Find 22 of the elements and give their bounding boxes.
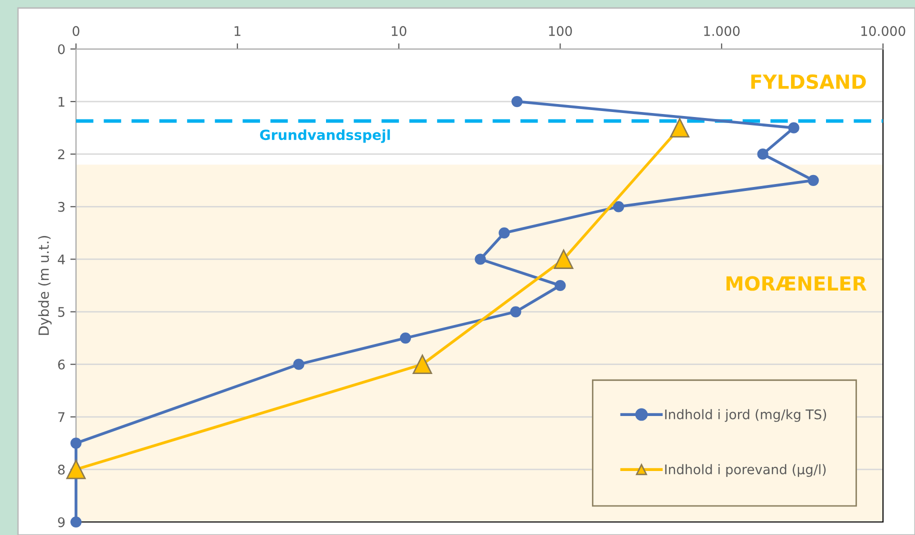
x-tick-label: 1.000: [704, 26, 740, 36]
annotation: FYLDSAND: [751, 74, 866, 90]
x-tick-label: 1: [234, 26, 240, 36]
y-tick-label: 4: [58, 254, 65, 264]
y-tick-label: 0: [58, 44, 65, 54]
y-tick-label: 9: [58, 517, 65, 528]
legend-label: Indhold i porevand (µg/l): [665, 464, 826, 477]
x-tick-label: 0: [72, 26, 80, 36]
y-tick-label: 5: [58, 307, 64, 317]
x-tick-label: 100: [549, 26, 572, 36]
ref-line-label: Grundvandsspejl: [260, 129, 390, 143]
y-axis-title: Dybde (m u.t.): [38, 236, 52, 335]
y-tick-label: 8: [58, 464, 65, 475]
band-label: MORÆNELER: [726, 276, 866, 291]
y-tick-label: 1: [58, 96, 64, 107]
y-tick-label: 3: [58, 202, 65, 212]
y-tick-label: 2: [58, 149, 64, 160]
x-tick-label: 10.000: [861, 26, 906, 36]
legend-label: Indhold i jord (mg/kg TS): [665, 409, 826, 422]
x-tick-label: 10: [392, 26, 406, 36]
y-tick-label: 7: [58, 412, 64, 422]
y-tick-label: 6: [58, 360, 65, 370]
